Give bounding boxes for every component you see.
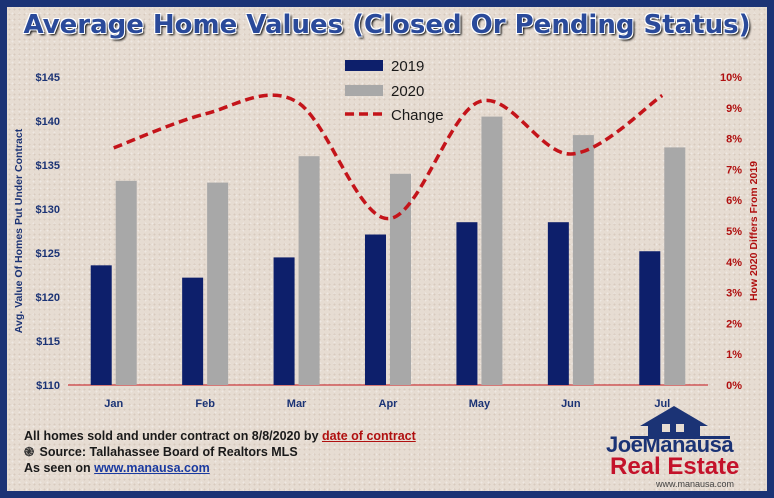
footer-line-2: ֎ Source: Tallahassee Board of Realtors … [24, 445, 298, 459]
y2-tick-label: 0% [726, 380, 742, 392]
logo-real-estate: Real Estate [610, 453, 740, 480]
legend-label-2019: 2019 [391, 58, 424, 75]
footer-notes: All homes sold and under contract on 8/8… [24, 428, 416, 476]
bar-2020 [664, 147, 686, 385]
y2-axis-title: How 2020 Differs From 2019 [748, 161, 760, 301]
bar-2019 [90, 265, 112, 385]
swirl-icon: ֎ [24, 445, 35, 459]
footer-line-3: As seen on www.manausa.com [24, 461, 210, 475]
x-tick-label: Jan [104, 398, 123, 410]
date-of-contract-link[interactable]: date of contract [322, 429, 416, 443]
footer-line-1: All homes sold and under contract on 8/8… [24, 429, 416, 443]
change-line [113, 93, 664, 221]
y2-tick-label: 1% [726, 349, 742, 361]
bar-2019 [639, 251, 661, 385]
x-tick-label: Jun [561, 398, 581, 410]
bar-2019 [456, 222, 478, 385]
bar-2020 [207, 182, 229, 385]
legend-label-change: Change [391, 107, 444, 124]
logo-name: JoeManausa [606, 432, 734, 457]
x-tick-label: Apr [379, 398, 399, 410]
bar-2020 [390, 173, 411, 385]
y2-tick-label: 5% [726, 226, 742, 238]
legend-label-2020: 2020 [391, 83, 424, 100]
y2-tick-label: 2% [726, 318, 742, 330]
legend-swatch-2020 [345, 85, 383, 96]
logo-url: www.manausa.com [656, 479, 735, 489]
x-tick-label: Feb [195, 398, 215, 410]
bar-2020 [298, 156, 320, 385]
x-tick-label: Jul [654, 398, 670, 410]
y-tick-label: $130 [36, 204, 60, 216]
company-logo: JoeManausa Real Estate www.manausa.com [596, 400, 766, 490]
bar-2020 [115, 180, 137, 385]
bar-2020 [572, 135, 594, 385]
y-tick-label: $140 [36, 116, 60, 128]
y2-tick-label: 7% [726, 164, 742, 176]
y2-tick-label: 3% [726, 288, 742, 300]
y2-tick-label: 9% [726, 103, 742, 115]
y-tick-label: $125 [36, 248, 60, 260]
y-tick-label: $145 [36, 72, 60, 84]
legend-swatch-2019 [345, 60, 383, 71]
y-tick-label: $120 [36, 292, 60, 304]
y2-tick-label: 4% [726, 257, 742, 269]
bar-2019 [182, 277, 204, 385]
chart-title: Average Home Values (Closed Or Pending S… [23, 10, 751, 40]
house-icon [630, 406, 730, 439]
bar-2019 [273, 257, 295, 385]
y2-tick-label: 8% [726, 134, 742, 146]
website-link[interactable]: www.manausa.com [94, 461, 210, 475]
bar-2019 [547, 222, 569, 385]
y-tick-label: $110 [36, 380, 60, 392]
x-tick-label: May [469, 398, 491, 410]
bar-2020 [481, 116, 503, 385]
y2-tick-label: 6% [726, 195, 742, 207]
x-tick-label: Mar [287, 398, 307, 410]
bar-2019 [365, 234, 386, 385]
y-tick-label: $115 [36, 336, 60, 348]
y-axis-title: Avg. Value Of Homes Put Under Contract [13, 128, 25, 333]
y-tick-label: $135 [36, 160, 60, 172]
y2-tick-label: 10% [720, 72, 742, 84]
